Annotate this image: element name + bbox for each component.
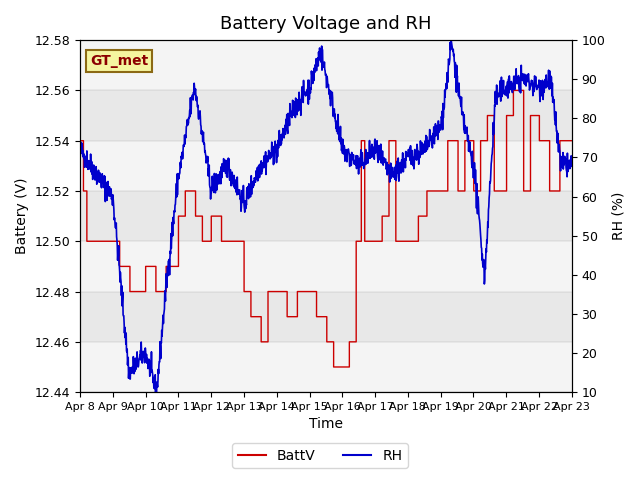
Y-axis label: RH (%): RH (%) bbox=[611, 192, 625, 240]
Legend: BattV, RH: BattV, RH bbox=[232, 443, 408, 468]
Bar bbox=[80, 141, 572, 191]
X-axis label: Time: Time bbox=[309, 418, 343, 432]
Bar bbox=[80, 241, 572, 291]
Y-axis label: Battery (V): Battery (V) bbox=[15, 178, 29, 254]
Text: GT_met: GT_met bbox=[90, 54, 148, 68]
Title: Battery Voltage and RH: Battery Voltage and RH bbox=[220, 15, 432, 33]
Bar bbox=[80, 342, 572, 392]
Bar bbox=[80, 40, 572, 90]
